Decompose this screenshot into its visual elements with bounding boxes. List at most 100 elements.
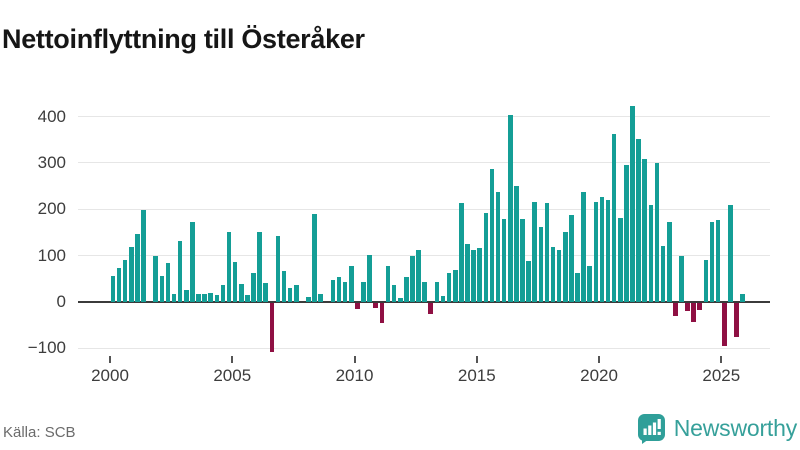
- y-axis-label: 100: [37, 245, 66, 265]
- bar-positive: [190, 221, 195, 302]
- bar-positive: [183, 290, 189, 302]
- bar-positive: [422, 281, 427, 302]
- bar-positive: [165, 262, 171, 302]
- bar-positive: [245, 295, 250, 302]
- bar-positive: [611, 134, 617, 302]
- bar-positive: [514, 186, 519, 302]
- bar-positive: [336, 277, 342, 302]
- bar-positive: [593, 201, 599, 302]
- x-axis-tick: [353, 356, 356, 363]
- y-axis-label: 200: [37, 199, 66, 219]
- bar-positive: [312, 213, 317, 302]
- bar-positive: [342, 281, 348, 302]
- bar-positive: [214, 294, 220, 302]
- bar-positive: [275, 236, 281, 302]
- bar-positive: [636, 138, 641, 302]
- gridline: [78, 255, 770, 257]
- bar-positive: [110, 276, 116, 302]
- bar-positive: [728, 204, 733, 302]
- bar-positive: [116, 268, 122, 302]
- bar-positive: [361, 282, 366, 302]
- bar-positive: [562, 231, 568, 302]
- y-axis-label: −100: [27, 338, 66, 358]
- bar-positive: [501, 218, 507, 302]
- bar-negative: [373, 302, 379, 309]
- chart-canvas: 2000 2005 2010 2015 2020 2025: [78, 95, 770, 385]
- bar-positive: [257, 232, 262, 302]
- bar-positive: [404, 277, 409, 302]
- bar-positive: [654, 163, 660, 302]
- bar-positive: [550, 247, 556, 302]
- bar-negative: [697, 302, 703, 311]
- bar-positive: [122, 259, 128, 302]
- bar-negative: [379, 302, 385, 323]
- y-axis-label: 300: [37, 152, 66, 172]
- bar-positive: [330, 280, 336, 302]
- bar-positive: [581, 192, 586, 302]
- gridline: [78, 162, 770, 164]
- x-axis-tick: [109, 356, 111, 363]
- bar-positive: [177, 241, 183, 302]
- bar-positive: [648, 205, 654, 302]
- bar-negative: [269, 302, 275, 352]
- x-axis-label: 2000: [91, 366, 129, 385]
- bar-positive: [495, 192, 501, 302]
- bar-positive: [440, 295, 446, 302]
- bar-positive: [489, 169, 495, 302]
- gridline: [78, 347, 770, 349]
- bar-positive: [135, 233, 140, 302]
- newsworthy-logo: Newsworthy: [637, 413, 797, 444]
- bar-positive: [459, 202, 464, 302]
- bar-positive: [159, 275, 165, 302]
- bar-positive: [318, 294, 324, 302]
- y-axis-label: 400: [37, 106, 66, 126]
- bar-positive: [477, 248, 482, 302]
- bar-positive: [587, 265, 593, 302]
- bar-positive: [605, 199, 611, 302]
- bar-positive: [141, 210, 146, 302]
- bar-negative: [355, 302, 360, 310]
- x-axis-tick: [231, 356, 234, 363]
- bar-positive: [416, 249, 421, 302]
- bar-positive: [306, 296, 311, 302]
- x-axis-label: 2020: [580, 366, 618, 385]
- bar-positive: [740, 294, 745, 302]
- bar-positive: [630, 106, 635, 302]
- bar-positive: [385, 265, 391, 302]
- bar-positive: [483, 212, 489, 302]
- bar-positive: [507, 114, 513, 302]
- bar-positive: [599, 197, 605, 302]
- bar-positive: [526, 261, 531, 302]
- bar-positive: [202, 294, 207, 302]
- bar-positive: [287, 288, 293, 302]
- gridline: [78, 208, 770, 210]
- newsworthy-logo-text: Newsworthy: [673, 415, 797, 441]
- bar-positive: [715, 220, 721, 302]
- x-axis-tick: [720, 356, 723, 363]
- x-axis-label: 2025: [702, 366, 741, 385]
- bar-positive: [471, 249, 476, 302]
- x-axis-label: 2015: [457, 366, 496, 385]
- bar-negative: [734, 302, 739, 337]
- bar-positive: [397, 297, 403, 302]
- bar-positive: [391, 285, 397, 302]
- bar-positive: [624, 165, 629, 302]
- bar-positive: [293, 285, 299, 302]
- bar-positive: [544, 202, 550, 302]
- bar-positive: [465, 243, 470, 302]
- x-axis-label: 2010: [335, 366, 374, 385]
- bar-positive: [660, 245, 666, 302]
- bar-positive: [446, 273, 452, 302]
- bar-positive: [452, 269, 458, 302]
- bar-negative: [673, 302, 678, 316]
- bar-positive: [556, 250, 562, 302]
- bar-positive: [575, 272, 580, 302]
- y-axis-label: 0: [56, 291, 66, 311]
- bar-positive: [196, 293, 201, 302]
- bar-positive: [128, 246, 134, 302]
- bar-positive: [281, 271, 287, 302]
- page-title: Nettoinflyttning till Österåker: [2, 24, 365, 55]
- bar-negative: [691, 302, 696, 323]
- bar-positive: [208, 292, 213, 302]
- bar-negative: [685, 302, 690, 311]
